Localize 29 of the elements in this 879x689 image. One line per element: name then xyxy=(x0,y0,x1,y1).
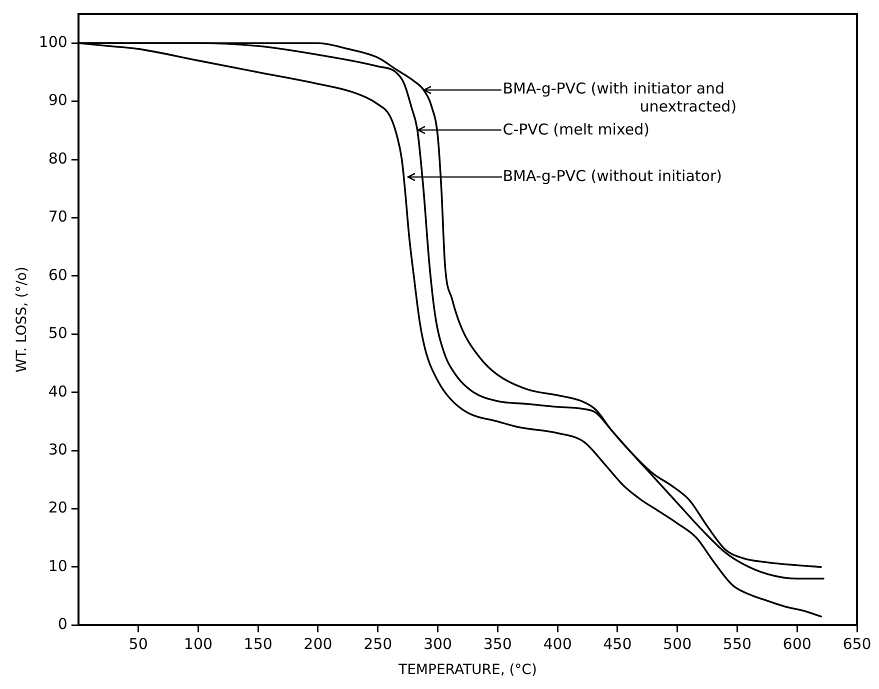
x-tick-label: 250 xyxy=(364,635,392,654)
y-tick-label: 0 xyxy=(58,615,68,634)
annotation: BMA-g-PVC (without initiator) xyxy=(502,166,722,185)
y-tick-label: 20 xyxy=(48,498,68,517)
annotation: BMA-g-PVC (with initiator and unextracted) xyxy=(502,80,737,116)
y-axis-title: WT. LOSS, (°/o) xyxy=(14,266,30,373)
annotation: C-PVC (melt mixed) xyxy=(502,120,650,138)
x-tick-label: 500 xyxy=(663,635,692,654)
x-tick-label: 450 xyxy=(603,635,632,654)
y-tick-label: 10 xyxy=(48,556,68,575)
y-tick-label: 80 xyxy=(48,149,68,168)
y-tick-label: 90 xyxy=(48,91,68,110)
x-tick-label: 300 xyxy=(423,635,452,654)
y-tick-label: 70 xyxy=(48,208,68,226)
y-tick-label: 60 xyxy=(48,266,68,284)
x-tick-label: 350 xyxy=(483,635,512,654)
x-tick-label: 100 xyxy=(184,635,213,654)
x-tick-label: 600 xyxy=(782,635,812,654)
y-tick-label: 100 xyxy=(38,32,68,51)
y-tick-label: 40 xyxy=(48,382,68,400)
y-tick-label: 50 xyxy=(48,324,68,342)
x-tick-label: 150 xyxy=(244,635,272,654)
x-tick-label: 650 xyxy=(842,635,872,654)
x-tick-label: 50 xyxy=(128,635,148,654)
x-tick-label: 200 xyxy=(304,635,332,654)
x-tick-label: 550 xyxy=(722,635,752,654)
x-axis-title: TEMPERATURE, (°C) xyxy=(398,662,537,678)
x-tick-label: 400 xyxy=(543,635,572,654)
y-tick-label: 30 xyxy=(48,440,68,458)
